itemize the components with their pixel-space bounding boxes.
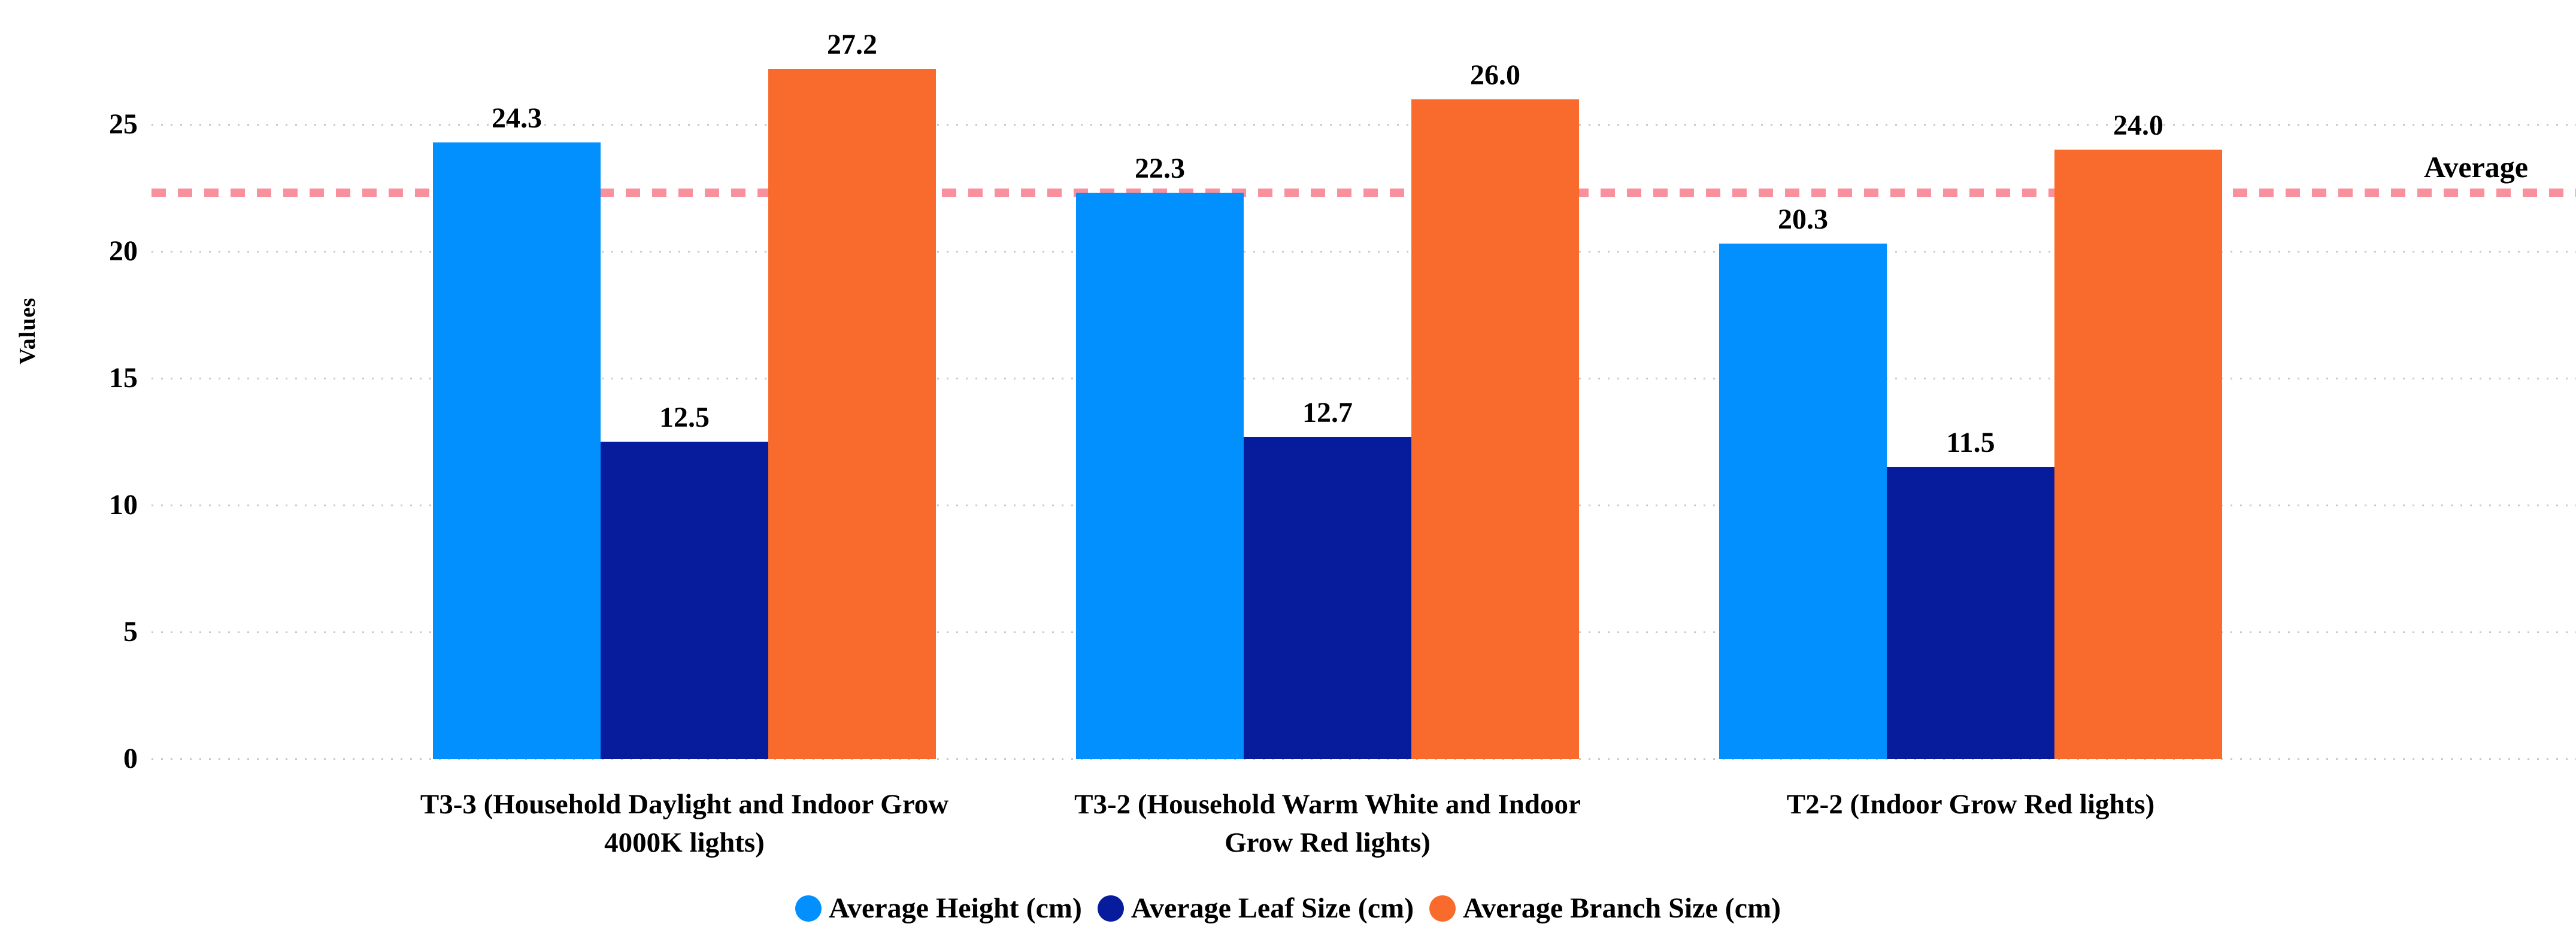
category-label-3: T2-2 (Indoor Grow Red lights) (1786, 789, 2155, 820)
gridline-y-20 (151, 250, 2576, 253)
bar-rect (1719, 244, 1887, 759)
bar-rect (601, 442, 768, 759)
legend: Average Height (cm) Average Leaf Size (cm… (0, 893, 2576, 924)
bar-rect (2054, 150, 2222, 759)
bar-rect (1411, 99, 1579, 759)
bar-rect (1244, 436, 1411, 759)
legend-marker-icon (795, 895, 822, 922)
average-line (151, 189, 2576, 198)
y-tick-label-15: 15 (109, 362, 138, 394)
bar-group2-series3: 26.0 (1411, 60, 1579, 759)
bar-rect (1887, 467, 2054, 759)
legend-marker-icon (1097, 895, 1124, 922)
category-axis-labels: T3-3 (Household Daylight and Indoor Grow… (0, 785, 2576, 875)
bar-rect (1076, 193, 1244, 759)
bar-group2-series1: 22.3 (1076, 154, 1244, 759)
legend-label: Average Branch Size (cm) (1463, 892, 1781, 924)
gridline-y-25 (151, 123, 2576, 126)
bar-value-label: 11.5 (1946, 427, 1995, 459)
bar-rect (768, 68, 936, 759)
bar-group3-series1: 20.3 (1719, 205, 1887, 759)
legend-marker-icon (1429, 895, 1456, 922)
bar-value-label: 24.3 (492, 102, 542, 134)
y-tick-label-5: 5 (123, 616, 138, 648)
y-tick-label-10: 10 (109, 489, 138, 521)
bar-value-label: 26.0 (1470, 59, 1520, 91)
bar-value-label: 20.3 (1778, 203, 1828, 236)
bar-group1-series3: 27.2 (768, 30, 936, 759)
legend-item-3: Average Branch Size (cm) (1429, 893, 1781, 924)
bar-value-label: 22.3 (1135, 153, 1185, 185)
gridline-y-15 (151, 377, 2576, 379)
y-tick-label-0: 0 (123, 743, 138, 774)
bar-group1-series2: 12.5 (601, 403, 768, 759)
bar-group3-series2: 11.5 (1887, 429, 2054, 759)
bar-group3-series3: 24.0 (2054, 111, 2222, 759)
legend-label: Average Leaf Size (cm) (1131, 892, 1414, 924)
legend-item-2: Average Leaf Size (cm) (1097, 892, 1414, 924)
bar-rect (433, 142, 601, 759)
category-label-1: T3-3 (Household Daylight and Indoor Grow… (420, 789, 949, 858)
average-line-label: Average (2424, 150, 2528, 184)
bar-value-label: 27.2 (827, 28, 877, 60)
y-tick-label-20: 20 (109, 235, 138, 267)
bar-value-label: 12.7 (1302, 396, 1353, 429)
bar-group2-series2: 12.7 (1244, 398, 1411, 759)
category-label-2: T3-2 (Household Warm White and Indoor Gr… (1074, 789, 1581, 858)
bar-value-label: 12.5 (659, 402, 710, 433)
bar-value-label: 24.0 (2113, 110, 2163, 142)
y-tick-label-25: 25 (109, 108, 138, 140)
legend-label: Average Height (cm) (828, 892, 1082, 924)
y-axis-tick-labels: 0 5 10 15 20 25 (0, 0, 144, 773)
legend-item-1: Average Height (cm) (795, 893, 1082, 924)
bar-group1-series1: 24.3 (433, 104, 601, 759)
plot-area: Average 24.3 12.5 27.2 22.3 12.7 26.0 20.3 11.5… (151, 0, 2576, 760)
gridline-y-0 (151, 758, 2576, 760)
